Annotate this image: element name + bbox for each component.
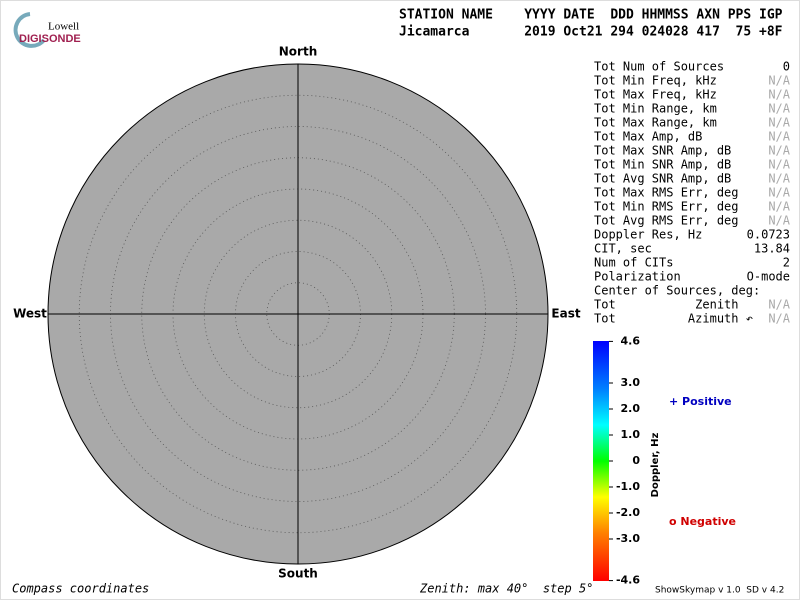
stat-label: Tot Max Range, km [594,116,717,130]
stat-value: N/A [768,74,790,88]
stat-value: N/A [768,88,790,102]
stat-value: N/A [768,158,790,172]
stat-value: 0.0723 [747,228,790,242]
stat-value: N/A [768,144,790,158]
logo-top: Lowell [48,21,79,33]
colorbar-tick-label: -2.0 [616,506,640,519]
colorbar-tick-label: 0 [632,454,640,467]
colorbar-label: Doppler, Hz [650,433,661,498]
stat-label: Tot Max Freq, kHz [594,88,717,102]
stat-label: Tot Min RMS Err, deg [594,200,739,214]
colorbar-tick-label: 2.0 [621,402,641,415]
colorbar-tick-label: -4.6 [616,574,640,587]
stat-label: Tot Num of Sources [594,60,724,74]
stat-value: O-mode [747,270,790,284]
stat-value: N/A [768,186,790,200]
stat-value: N/A [768,172,790,186]
stat-label: Tot Max RMS Err, deg [594,186,739,200]
stat-label: CIT, sec [594,242,652,256]
colorbar-tick-label: 1.0 [621,428,641,441]
colorbar-tick-label: 3.0 [621,376,641,389]
stat-label: Tot Azimuth ↶ [594,312,753,326]
direction-label: South [278,567,318,581]
stat-label: Tot Avg SNR Amp, dB [594,172,731,186]
stat-label: Center of Sources, deg: [594,284,760,298]
footer-coords: Compass coordinates [12,582,149,596]
stat-value: N/A [768,214,790,228]
direction-label: West [13,307,47,321]
stat-label: Tot Min Range, km [594,102,717,116]
footer-zenith: Zenith: max 40° step 5° [419,582,593,596]
header-line: Jicamarca 2019 Oct21 294 024028 417 75 +… [399,25,783,40]
stat-label: Tot Avg RMS Err, deg [594,214,739,228]
direction-label: North [279,45,317,59]
stat-label: Doppler Res, Hz [594,228,702,242]
stat-value: N/A [768,116,790,130]
footer-version: ShowSkymap v 1.0 SD v 4.2 [655,586,784,596]
colorbar-tick-label: 4.6 [621,334,641,347]
direction-label: East [551,307,580,321]
stat-label: Tot Zenith [594,298,739,312]
stat-label: Tot Max SNR Amp, dB [594,144,731,158]
stat-label: Num of CITs [594,256,673,270]
stat-value: 13.84 [754,242,790,256]
stat-value: N/A [768,130,790,144]
header-line: STATION NAME YYYY DATE DDD HHMMSS AXN PP… [399,8,783,23]
stat-value: N/A [768,298,790,312]
logo-swoosh [13,12,46,48]
skymap [47,63,549,565]
colorbar [593,341,609,581]
stat-label: Tot Max Amp, dB [594,130,702,144]
stat-value: 2 [783,256,790,270]
legend-positive: + Positive [669,395,732,408]
stat-label: Tot Min SNR Amp, dB [594,158,731,172]
stat-value: 0 [783,60,790,74]
stat-label: Polarization [594,270,681,284]
colorbar-tick-label: -3.0 [616,532,640,545]
colorbar-tick-label: -1.0 [616,480,640,493]
logo-bottom: DIGISONDE [19,33,81,45]
stat-label: Tot Min Freq, kHz [594,74,717,88]
stat-value: N/A [768,200,790,214]
stat-value: N/A [768,312,790,326]
stat-value: N/A [768,102,790,116]
legend-negative: o Negative [669,515,736,528]
